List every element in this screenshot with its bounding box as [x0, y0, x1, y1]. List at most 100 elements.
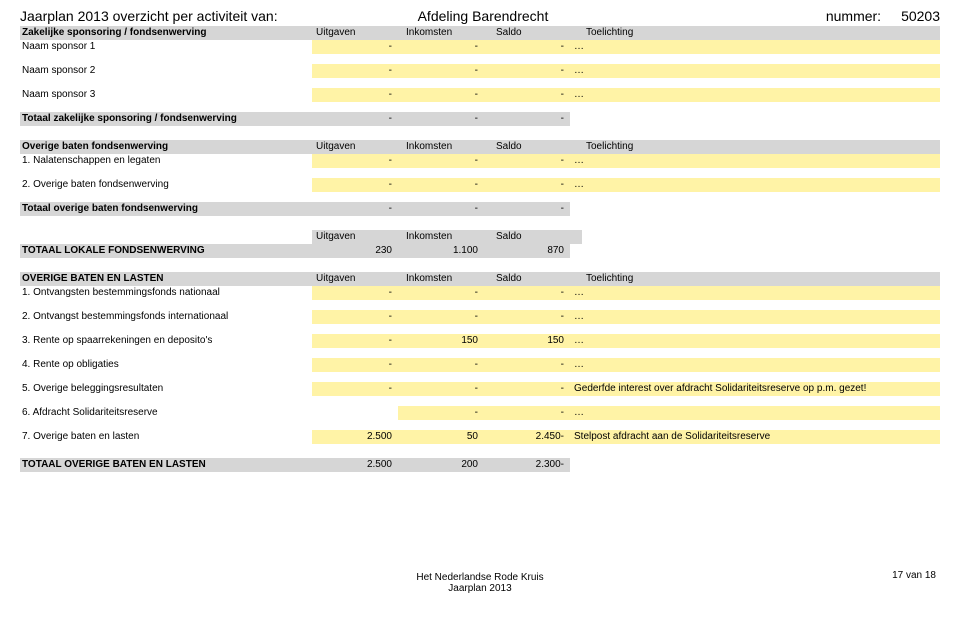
col-header: Inkomsten	[402, 230, 492, 244]
col-header: Inkomsten	[402, 272, 492, 286]
col-header: Toelichting	[582, 272, 940, 286]
col-header: Uitgaven	[312, 272, 402, 286]
cell-uitgaven: -	[312, 154, 398, 168]
cell-inkomsten: -	[398, 406, 484, 420]
col-header: Saldo	[492, 230, 582, 244]
col-header: Saldo	[492, 26, 582, 40]
cell-toelichting: Gederfde interest over afdracht Solidari…	[570, 382, 940, 396]
row-label: Naam sponsor 3	[20, 88, 312, 102]
grand-total-label: TOTAAL LOKALE FONDSENWERVING	[20, 244, 312, 258]
section-header: Overige baten fondsenwerving Uitgaven In…	[20, 140, 940, 154]
cell-toelichting: …	[570, 40, 940, 54]
grand-total-inkomsten: 200	[398, 458, 484, 472]
total-saldo: -	[484, 112, 570, 126]
data-row: 4. Rente op obligaties - - - …	[20, 358, 940, 372]
row-label: 7. Overige baten en lasten	[20, 430, 312, 444]
section-header: OVERIGE BATEN EN LASTEN Uitgaven Inkomst…	[20, 272, 940, 286]
data-row: 2. Overige baten fondsenwerving - - - …	[20, 178, 940, 192]
cell-saldo: -	[484, 382, 570, 396]
cell-saldo: -	[484, 88, 570, 102]
row-label: Naam sponsor 2	[20, 64, 312, 78]
cell-uitgaven: -	[312, 178, 398, 192]
grand-total-inkomsten: 1.100	[398, 244, 484, 258]
grand-total-uitgaven: 2.500	[312, 458, 398, 472]
grand-total-saldo: 2.300-	[484, 458, 570, 472]
cell-saldo: -	[484, 358, 570, 372]
cell-inkomsten: -	[398, 178, 484, 192]
cell-inkomsten: 50	[398, 430, 484, 444]
row-label: 1. Nalatenschappen en legaten	[20, 154, 312, 168]
col-header: Saldo	[492, 272, 582, 286]
cell-toelichting: …	[570, 334, 940, 348]
row-label: 1. Ontvangsten bestemmingsfonds nationaa…	[20, 286, 312, 300]
data-row: 1. Nalatenschappen en legaten - - - …	[20, 154, 940, 168]
cell-uitgaven: -	[312, 358, 398, 372]
section-title: Overige baten fondsenwerving	[20, 140, 312, 154]
row-label: 2. Overige baten fondsenwerving	[20, 178, 312, 192]
cell-toelichting: …	[570, 88, 940, 102]
cell-saldo: 150	[484, 334, 570, 348]
col-header: Toelichting	[582, 140, 940, 154]
row-label: Naam sponsor 1	[20, 40, 312, 54]
cell-saldo: -	[484, 64, 570, 78]
total-inkomsten: -	[398, 112, 484, 126]
cell-inkomsten: -	[398, 64, 484, 78]
col-header: Toelichting	[582, 26, 940, 40]
cell-uitgaven: -	[312, 64, 398, 78]
total-row: Totaal zakelijke sponsoring / fondsenwer…	[20, 112, 940, 126]
total-inkomsten: -	[398, 202, 484, 216]
col-header: Uitgaven	[312, 230, 402, 244]
cell-toelichting: …	[570, 286, 940, 300]
cell-inkomsten: -	[398, 40, 484, 54]
cell-toelichting: …	[570, 358, 940, 372]
data-row: 5. Overige beleggingsresultaten - - - Ge…	[20, 382, 940, 396]
header-right-label: nummer:	[826, 8, 881, 24]
cell-saldo: -	[484, 286, 570, 300]
cell-toelichting: Stelpost afdracht aan de Solidariteitsre…	[570, 430, 940, 444]
data-row: 1. Ontvangsten bestemmingsfonds nationaa…	[20, 286, 940, 300]
grand-total-label: TOTAAL OVERIGE BATEN EN LASTEN	[20, 458, 312, 472]
total-label: Totaal overige baten fondsenwerving	[20, 202, 312, 216]
cell-saldo: 2.450-	[484, 430, 570, 444]
cell-inkomsten: -	[398, 310, 484, 324]
cell-inkomsten: -	[398, 154, 484, 168]
cell-saldo: -	[484, 406, 570, 420]
data-row: Naam sponsor 3 - - - …	[20, 88, 940, 102]
page-header: Jaarplan 2013 overzicht per activiteit v…	[20, 8, 940, 24]
cell-inkomsten: -	[398, 382, 484, 396]
cell-inkomsten: 150	[398, 334, 484, 348]
cell-uitgaven: -	[312, 310, 398, 324]
grand-total-uitgaven: 230	[312, 244, 398, 258]
section-title: OVERIGE BATEN EN LASTEN	[20, 272, 312, 286]
section-title: Zakelijke sponsoring / fondsenwerving	[20, 26, 312, 40]
col-header: Uitgaven	[312, 26, 402, 40]
cell-inkomsten: -	[398, 286, 484, 300]
cell-uitgaven: 2.500	[312, 430, 398, 444]
col-header: Inkomsten	[402, 26, 492, 40]
cell-toelichting: …	[570, 178, 940, 192]
cell-uitgaven: -	[312, 382, 398, 396]
section-header: Zakelijke sponsoring / fondsenwerving Ui…	[20, 26, 940, 40]
cell-uitgaven: -	[312, 286, 398, 300]
total-uitgaven: -	[312, 202, 398, 216]
header-left: Jaarplan 2013 overzicht per activiteit v…	[20, 8, 278, 24]
row-label: 5. Overige beleggingsresultaten	[20, 382, 312, 396]
data-row: Naam sponsor 1 - - - …	[20, 40, 940, 54]
cell-toelichting: …	[570, 310, 940, 324]
grand-total-row: TOTAAL OVERIGE BATEN EN LASTEN 2.500 200…	[20, 458, 940, 472]
data-row: Naam sponsor 2 - - - …	[20, 64, 940, 78]
total-uitgaven: -	[312, 112, 398, 126]
row-label: 6. Afdracht Solidariteitsreserve	[20, 406, 312, 420]
col-header: Saldo	[492, 140, 582, 154]
row-label: 4. Rente op obligaties	[20, 358, 312, 372]
row-label: 2. Ontvangst bestemmingsfonds internatio…	[20, 310, 312, 324]
col-header: Inkomsten	[402, 140, 492, 154]
cell-toelichting: …	[570, 406, 940, 420]
cell-saldo: -	[484, 178, 570, 192]
cell-saldo: -	[484, 40, 570, 54]
row-label: 3. Rente op spaarrekeningen en deposito'…	[20, 334, 312, 348]
cell-inkomsten: -	[398, 358, 484, 372]
total-label: Totaal zakelijke sponsoring / fondsenwer…	[20, 112, 312, 126]
header-number: 50203	[901, 8, 940, 24]
grand-total-saldo: 870	[484, 244, 570, 258]
